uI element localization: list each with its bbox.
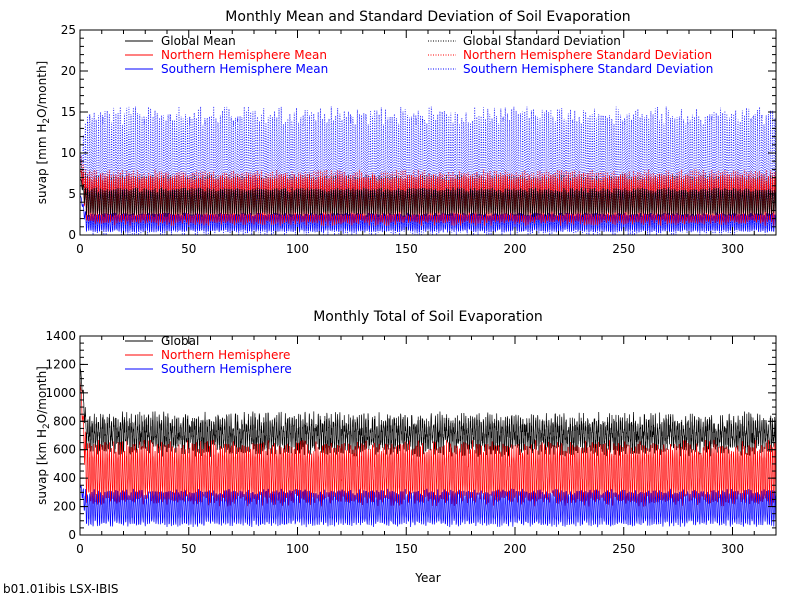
series-group bbox=[80, 106, 776, 235]
x-tick-label: 100 bbox=[286, 542, 309, 556]
chart-title: Monthly Mean and Standard Deviation of S… bbox=[225, 9, 630, 25]
y-tick-label: 800 bbox=[53, 414, 76, 428]
x-tick-label: 150 bbox=[395, 242, 418, 256]
x-tick-label: 250 bbox=[612, 542, 635, 556]
series-line bbox=[80, 169, 776, 226]
y-tick-label: 25 bbox=[61, 23, 76, 37]
series-line bbox=[80, 106, 776, 235]
y-tick-label: 1000 bbox=[45, 386, 76, 400]
y-tick-label: 1400 bbox=[45, 329, 76, 343]
legend-label: Southern Hemisphere Standard Deviation bbox=[463, 62, 713, 76]
series-line bbox=[80, 193, 776, 233]
series-line bbox=[80, 177, 776, 217]
legend-label: Southern Hemisphere Mean bbox=[161, 62, 328, 76]
x-tick-label: 300 bbox=[721, 242, 744, 256]
legend-label: Northern Hemisphere Standard Deviation bbox=[463, 48, 712, 62]
y-tick-label: 0 bbox=[68, 528, 76, 542]
series-line bbox=[80, 378, 776, 507]
legend-label: Southern Hemisphere bbox=[161, 362, 292, 376]
chart-title: Monthly Total of Soil Evaporation bbox=[313, 309, 543, 325]
x-axis-label: Year bbox=[414, 571, 440, 585]
series-line bbox=[80, 364, 776, 457]
x-tick-label: 50 bbox=[181, 242, 196, 256]
y-tick-label: 0 bbox=[68, 228, 76, 242]
footer-label: b01.01ibis LSX-IBIS bbox=[3, 582, 119, 596]
x-tick-label: 250 bbox=[612, 242, 635, 256]
y-tick-label: 5 bbox=[68, 187, 76, 201]
y-tick-label: 1200 bbox=[45, 357, 76, 371]
y-axis-label: suvap [mm H2O/month] bbox=[35, 61, 52, 205]
legend-label: Northern Hemisphere Mean bbox=[161, 48, 327, 62]
x-tick-label: 100 bbox=[286, 242, 309, 256]
legend-label: Northern Hemisphere bbox=[161, 348, 290, 362]
legend-label: Global Standard Deviation bbox=[463, 34, 621, 48]
x-tick-label: 0 bbox=[76, 542, 84, 556]
legend-label: Global Mean bbox=[161, 34, 236, 48]
x-tick-label: 150 bbox=[395, 542, 418, 556]
series-group bbox=[80, 364, 776, 528]
x-tick-label: 200 bbox=[504, 542, 527, 556]
y-tick-label: 200 bbox=[53, 500, 76, 514]
x-tick-label: 50 bbox=[181, 542, 196, 556]
y-axis-label: suvap [km H2O/month] bbox=[35, 366, 52, 505]
x-tick-label: 0 bbox=[76, 242, 84, 256]
y-tick-label: 15 bbox=[61, 105, 76, 119]
y-tick-label: 20 bbox=[61, 64, 76, 78]
y-tick-label: 10 bbox=[61, 146, 76, 160]
series-line bbox=[80, 484, 776, 528]
chart-2: Monthly Total of Soil Evaporation 0 50 100 1… bbox=[35, 309, 777, 585]
x-tick-label: 200 bbox=[504, 242, 527, 256]
legend-label: Global bbox=[161, 334, 199, 348]
x-tick-label: 300 bbox=[721, 542, 744, 556]
y-tick-label: 400 bbox=[53, 471, 76, 485]
y-tick-label: 600 bbox=[53, 443, 76, 457]
x-axis-label: Year bbox=[414, 271, 440, 285]
chart-1: Monthly Mean and Standard Deviation of S… bbox=[35, 9, 777, 285]
